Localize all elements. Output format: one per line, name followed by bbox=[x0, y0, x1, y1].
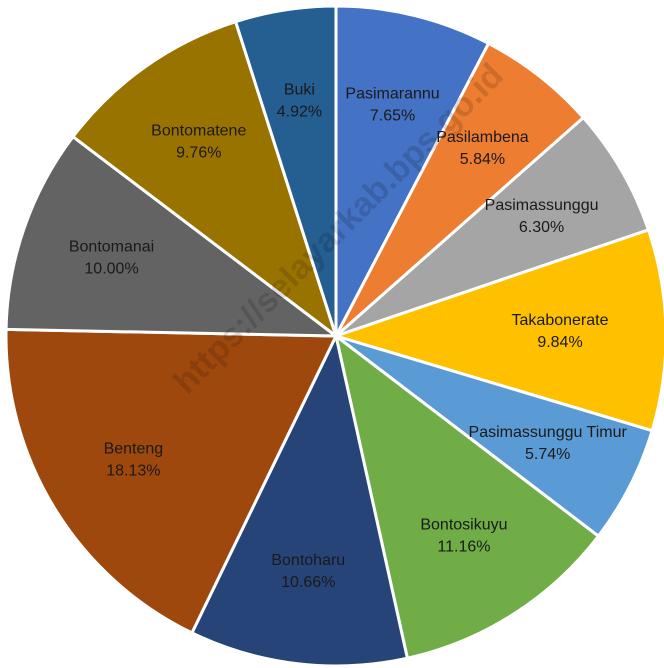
slice-label: Pasimassunggu Timur bbox=[469, 424, 628, 441]
slice-label: Pasimassunggu bbox=[485, 197, 599, 214]
pie-slice bbox=[333, 332, 601, 660]
slice-value-label: 7.65% bbox=[370, 107, 415, 124]
slice-value-label: 9.84% bbox=[537, 334, 582, 351]
slice-value-label: 9.76% bbox=[176, 144, 221, 161]
pie bbox=[4, 4, 664, 668]
slice-value-label: 11.16% bbox=[437, 538, 490, 555]
labels: Pasimarannu 7.65% Pasilambena 5.84% Pasimass… bbox=[69, 81, 628, 591]
pie-slice bbox=[70, 19, 339, 341]
slice-label: Buki bbox=[284, 81, 315, 98]
pie-slice bbox=[335, 115, 651, 338]
slice-value-label: 4.92% bbox=[277, 103, 322, 120]
slice-label: Bontomanai bbox=[69, 238, 154, 255]
pie-slice bbox=[233, 4, 338, 337]
slice-label: Bontosikuyu bbox=[420, 516, 507, 533]
slice-label: Bontomatene bbox=[151, 122, 246, 139]
slice-value-label: 10.00% bbox=[84, 260, 138, 277]
slice-value-label: 18.13% bbox=[106, 462, 160, 479]
pie-slice bbox=[4, 134, 341, 338]
slice-label: Bontoharu bbox=[271, 552, 345, 569]
slice-label: Benteng bbox=[104, 440, 164, 457]
slice-label: Takabonerate bbox=[512, 312, 609, 329]
pie-slice bbox=[334, 4, 491, 337]
slice-label: Pasilambena bbox=[436, 129, 529, 146]
pie-slice bbox=[189, 331, 410, 668]
pie-slice bbox=[331, 227, 664, 433]
slice-label: Pasimarannu bbox=[345, 85, 439, 102]
slice-value-label: 5.74% bbox=[525, 446, 570, 463]
slice-value-label: 5.84% bbox=[460, 151, 505, 168]
pie-slice bbox=[4, 327, 339, 635]
slice-value-label: 6.30% bbox=[519, 219, 564, 236]
slice-value-label: 10.66% bbox=[281, 574, 335, 591]
